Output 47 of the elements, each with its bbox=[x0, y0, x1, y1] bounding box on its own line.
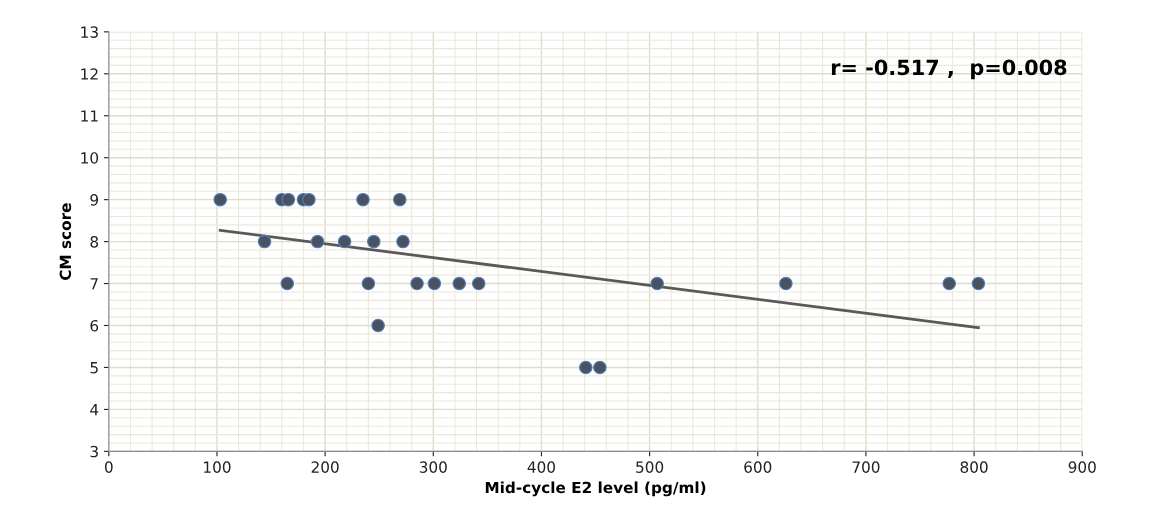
x-tick-label: 300 bbox=[419, 461, 447, 473]
point bbox=[213, 192, 227, 207]
point bbox=[257, 234, 272, 249]
point bbox=[310, 234, 325, 249]
point bbox=[361, 276, 376, 291]
point bbox=[302, 192, 316, 207]
point bbox=[280, 276, 295, 291]
y-tick-label: 11 bbox=[81, 110, 98, 122]
point bbox=[337, 234, 352, 249]
x-tick-label: 0 bbox=[104, 461, 113, 473]
x-tick-label: 600 bbox=[744, 461, 772, 473]
annotation: r= -0.517 , p=0.008 bbox=[831, 59, 1067, 80]
y-tick-label: 10 bbox=[81, 152, 99, 164]
point bbox=[452, 276, 467, 291]
point bbox=[371, 318, 385, 333]
y-tick-label: 3 bbox=[90, 445, 98, 458]
point bbox=[650, 276, 664, 291]
x-tick-label: 700 bbox=[852, 461, 880, 473]
x-tick-label: 900 bbox=[1068, 461, 1096, 473]
point bbox=[779, 276, 793, 291]
x-tick-label: 100 bbox=[204, 461, 231, 473]
point bbox=[593, 360, 607, 375]
point bbox=[942, 276, 956, 291]
y-tick-label: 4 bbox=[90, 404, 99, 416]
point bbox=[579, 360, 593, 375]
point bbox=[427, 276, 442, 291]
x-tick-label: 400 bbox=[527, 461, 556, 473]
x-tick-label: 500 bbox=[636, 461, 664, 473]
x-tick-label: 800 bbox=[960, 461, 988, 473]
point bbox=[971, 276, 986, 291]
point bbox=[410, 276, 424, 291]
x-tick-label: 200 bbox=[311, 461, 339, 473]
y-tick-label: 5 bbox=[90, 362, 98, 374]
y-tick-label: 7 bbox=[90, 278, 98, 290]
point bbox=[281, 192, 296, 207]
point bbox=[396, 234, 410, 249]
point bbox=[367, 234, 381, 249]
point bbox=[471, 276, 486, 291]
y-tick-label: 9 bbox=[90, 194, 99, 206]
y-tick-label: 8 bbox=[90, 236, 99, 248]
y-tick-label: 12 bbox=[81, 68, 98, 80]
point bbox=[356, 192, 370, 207]
y-tick-label: 13 bbox=[81, 26, 98, 38]
y-axis-title: CM score bbox=[59, 203, 72, 280]
y-tick-label: 6 bbox=[90, 319, 99, 332]
x-axis-title: Mid-cycle E2 level (pg/ml) bbox=[485, 481, 706, 497]
point bbox=[392, 192, 407, 207]
